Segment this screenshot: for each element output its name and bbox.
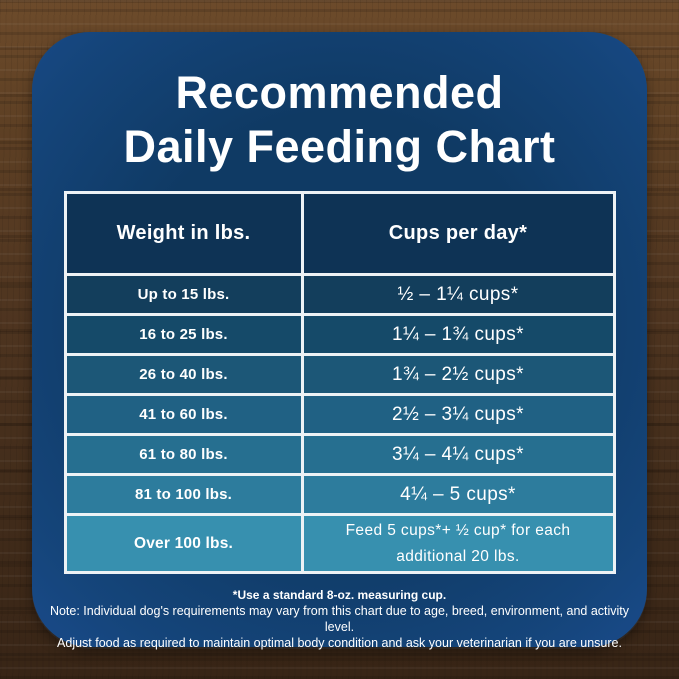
table-header-row: Weight in lbs. Cups per day* (63, 191, 616, 276)
cups-cell: 2½ – 3¼ cups* (300, 393, 616, 436)
table-row: 16 to 25 lbs. 1¼ – 1¾ cups* (63, 313, 616, 356)
table-row: 26 to 40 lbs. 1¾ – 2½ cups* (63, 353, 616, 396)
cups-cell: 3¼ – 4¼ cups* (300, 433, 616, 476)
cups-cell: Feed 5 cups*+ ½ cup* for each additional… (300, 513, 616, 574)
disclaimer-line1: Note: Individual dog's requirements may … (49, 604, 630, 634)
chart-title: Recommended Daily Feeding Chart (123, 66, 555, 174)
weight-cell: 61 to 80 lbs. (63, 433, 304, 476)
cups-cell: 1¾ – 2½ cups* (300, 353, 616, 396)
table-row: Up to 15 lbs. ½ – 1¼ cups* (63, 273, 616, 316)
measuring-cup-note: *Use a standard 8-oz. measuring cup. (232, 588, 447, 602)
table-row: 61 to 80 lbs. 3¼ – 4¼ cups* (63, 433, 616, 476)
weight-cell: 16 to 25 lbs. (63, 313, 304, 356)
chart-title-line1: Recommended (175, 67, 504, 118)
weight-cell: 26 to 40 lbs. (63, 353, 304, 396)
feeding-chart-card: Recommended Daily Feeding Chart Weight i… (32, 32, 647, 650)
cups-cell: 1¼ – 1¾ cups* (300, 313, 616, 356)
col-header-cups: Cups per day* (300, 191, 616, 276)
chart-title-line2: Daily Feeding Chart (123, 121, 556, 172)
footnotes: *Use a standard 8-oz. measuring cup. Not… (45, 587, 635, 651)
weight-cell: Over 100 lbs. (63, 513, 304, 574)
table-row: 41 to 60 lbs. 2½ – 3¼ cups* (63, 393, 616, 436)
feeding-table: Weight in lbs. Cups per day* Up to 15 lb… (63, 191, 616, 574)
cups-cell: 4¼ – 5 cups* (300, 473, 616, 516)
col-header-weight: Weight in lbs. (63, 191, 304, 276)
weight-cell: 81 to 100 lbs. (63, 473, 304, 516)
table-row: Over 100 lbs. Feed 5 cups*+ ½ cup* for e… (63, 513, 616, 574)
cups-cell: ½ – 1¼ cups* (300, 273, 616, 316)
table-row: 81 to 100 lbs. 4¼ – 5 cups* (63, 473, 616, 516)
weight-cell: Up to 15 lbs. (63, 273, 304, 316)
disclaimer-line2: Adjust food as required to maintain opti… (57, 636, 622, 650)
weight-cell: 41 to 60 lbs. (63, 393, 304, 436)
